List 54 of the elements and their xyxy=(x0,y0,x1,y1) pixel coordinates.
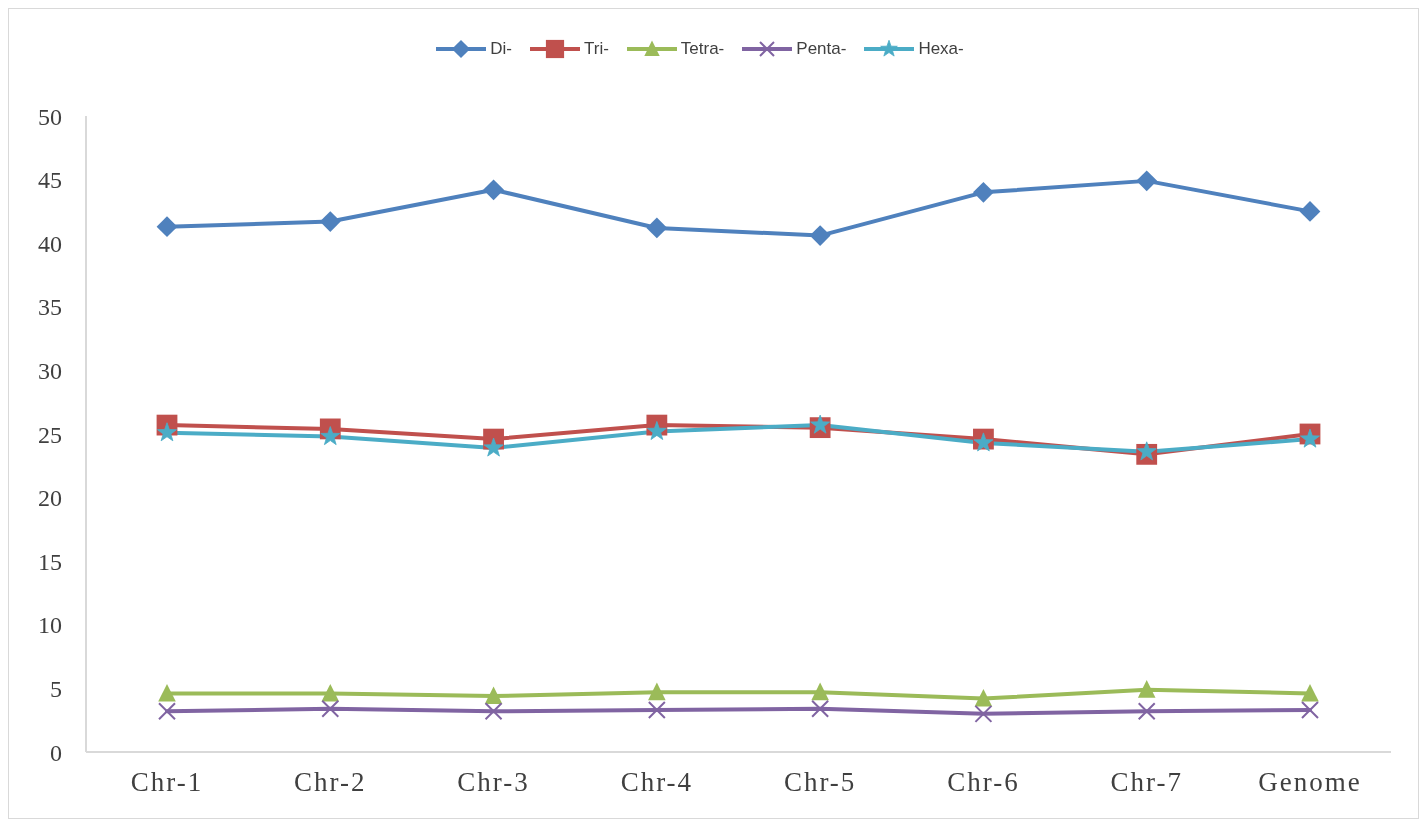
point xyxy=(156,216,178,238)
legend-label: Penta- xyxy=(796,39,847,59)
point xyxy=(321,699,340,718)
point xyxy=(157,422,177,442)
point xyxy=(646,421,667,440)
point xyxy=(647,701,666,720)
legend-label: Tri- xyxy=(583,39,609,59)
y-tick-label: 35 xyxy=(38,294,62,321)
y-tick-label: 30 xyxy=(38,357,62,384)
legend-label: Di- xyxy=(490,39,512,59)
point xyxy=(974,704,993,723)
point xyxy=(646,217,668,239)
y-tick-label: 25 xyxy=(38,421,62,448)
x-tick-label: Chr-6 xyxy=(947,767,1020,798)
y-tick-label: 40 xyxy=(38,230,62,257)
point xyxy=(158,683,176,702)
x-tick-label: Chr-1 xyxy=(130,767,204,798)
point xyxy=(811,699,830,718)
point xyxy=(974,688,993,707)
point xyxy=(483,179,504,201)
point xyxy=(484,686,503,705)
y-tick-label: 0 xyxy=(50,739,62,766)
y-tick-label: 45 xyxy=(38,167,62,194)
x-tick-label: Chr-4 xyxy=(620,767,694,798)
point xyxy=(320,426,341,446)
point xyxy=(484,702,503,721)
point xyxy=(1137,680,1156,698)
y-tick-label: 20 xyxy=(38,485,62,512)
x-tick-label: Genome xyxy=(1258,767,1362,798)
legend-label: Hexa- xyxy=(918,39,964,59)
point xyxy=(811,682,829,701)
x-tick-label: Chr-3 xyxy=(457,767,530,798)
x-tick-label: Chr-7 xyxy=(1110,767,1183,798)
y-tick-label: 5 xyxy=(50,675,62,702)
point xyxy=(1301,701,1319,720)
point xyxy=(648,682,666,701)
point xyxy=(321,683,340,702)
legend-label: Tetra- xyxy=(680,39,725,59)
x-tick-label: Chr-5 xyxy=(783,767,857,798)
point xyxy=(1136,170,1158,192)
point xyxy=(158,702,176,721)
point xyxy=(810,414,831,434)
point xyxy=(1300,428,1320,448)
point xyxy=(1137,702,1156,721)
point xyxy=(319,211,341,232)
y-tick-label: 15 xyxy=(38,548,62,575)
y-tick-label: 50 xyxy=(38,103,62,130)
point xyxy=(483,437,504,457)
point xyxy=(809,225,831,246)
point xyxy=(1299,201,1321,222)
point xyxy=(1301,683,1319,702)
y-tick-label: 10 xyxy=(38,612,62,639)
point xyxy=(973,181,994,203)
x-tick-label: Chr-2 xyxy=(294,767,367,798)
